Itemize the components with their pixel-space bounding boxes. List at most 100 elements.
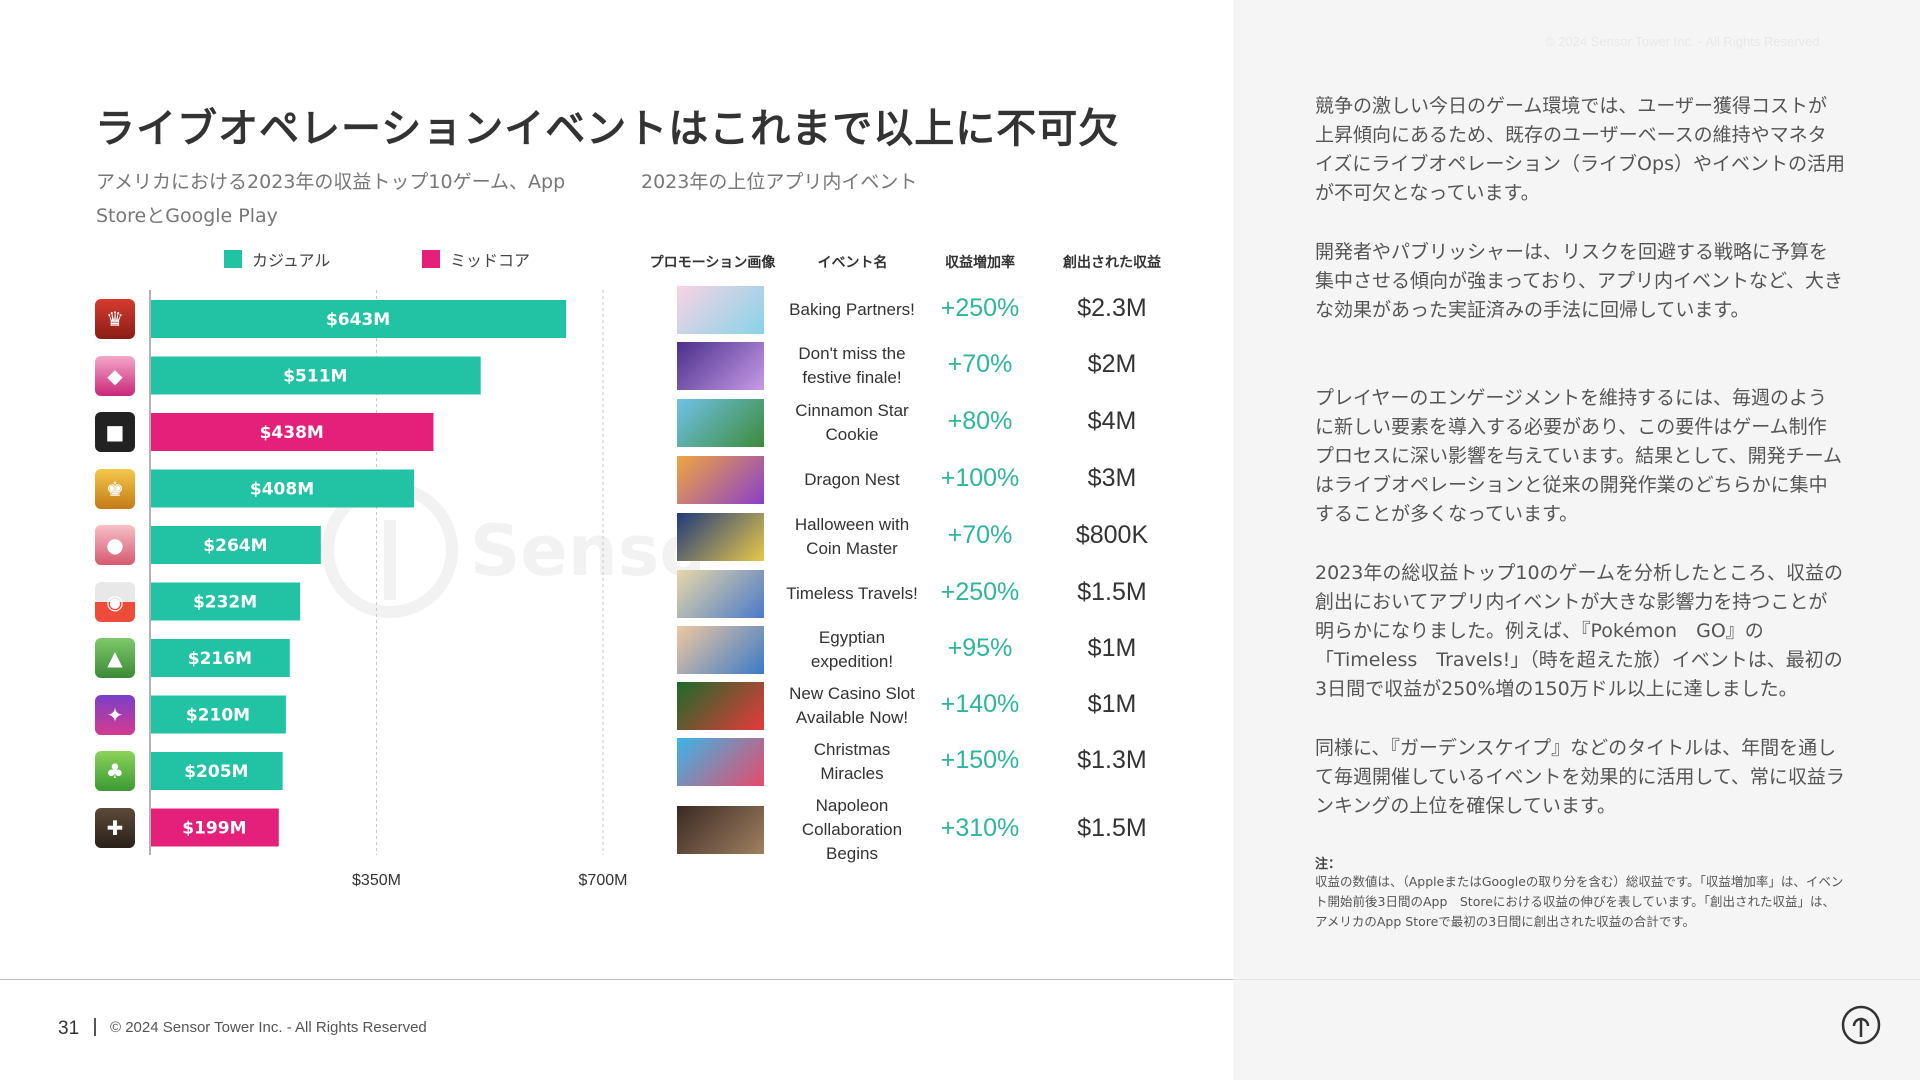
event-name: Don't miss the festive finale!	[798, 344, 906, 387]
bar-value-label: $210M	[186, 706, 250, 726]
bar-value-label: $438M	[260, 423, 324, 443]
event-revenue: $1.5M	[1077, 578, 1147, 606]
legend-casual: カジュアル	[224, 247, 330, 271]
gardenscapes-icon: ♣	[95, 751, 135, 791]
legend-midcore-label: ミッドコア	[450, 251, 531, 270]
event-name: Timeless Travels!	[786, 584, 918, 603]
monopoly-go-icon: ♛	[95, 299, 135, 339]
bar	[151, 808, 279, 847]
event-name: Napoleon Collaboration Begins	[801, 796, 903, 863]
bar-value-label: $199M	[182, 819, 246, 839]
svg-text:Sensor: Sensor	[470, 510, 700, 592]
bar-value-label: $643M	[326, 310, 390, 330]
event-revenue: $1.5M	[1077, 814, 1147, 842]
promo-thumbnail	[677, 286, 764, 334]
bar-value-label: $232M	[193, 593, 257, 613]
note-title: 注：	[1315, 857, 1342, 872]
event-name: Egyptian expedition!	[810, 628, 894, 671]
bar	[151, 413, 434, 451]
bar-value-label: $511M	[283, 367, 347, 387]
body-paragraph-3: プレイヤーのエンゲージメントを維持するには、毎週のように新しい要素を導入する必要…	[1315, 387, 1843, 525]
footer-copyright: © 2024 Sensor Tower Inc. - All Rights Re…	[110, 1019, 427, 1036]
event-name: Baking Partners!	[789, 300, 915, 319]
header-growth: 収益増加率	[945, 255, 1015, 271]
promo-thumbnail	[677, 513, 764, 561]
x-tick-label: $700M	[579, 872, 628, 889]
bar	[151, 639, 290, 677]
slot-game-icon: ✦	[95, 694, 135, 735]
event-growth: +70%	[947, 521, 1013, 549]
body-paragraph-5: 同様に、『ガーデンスケイプ』などのタイトルは、年間を通して毎週開催しているイベン…	[1315, 737, 1845, 817]
sensor-tower-watermark-icon: Sensor	[322, 482, 700, 618]
revenue-bar-chart: $643M $511M $438M $408M $264M $232M $216M $210M…	[149, 290, 628, 889]
page-title: ライブオペレーションイベントはこれまで以上に不可欠	[95, 106, 1120, 152]
x-tick-label: $350M	[352, 872, 401, 889]
promo-thumbnail	[677, 456, 764, 504]
bar-value-label: $408M	[250, 480, 314, 500]
legend-casual-label: カジュアル	[252, 251, 331, 270]
roblox-icon: ■	[95, 412, 135, 452]
bar-value-label: $264M	[203, 536, 267, 556]
promo-thumbnail	[677, 682, 764, 730]
event-name: Christmas Miracles	[813, 740, 891, 783]
event-revenue: $800K	[1075, 521, 1149, 549]
bar	[151, 695, 286, 734]
promo-thumbnail	[677, 399, 764, 447]
event-growth: +100%	[940, 464, 1020, 492]
top-copyright: © 2024 Sensor Tower Inc. - All Rights Re…	[1545, 34, 1820, 49]
royal-match-icon: ♚	[95, 468, 135, 509]
sensor-tower-logo-icon	[1841, 1005, 1881, 1045]
pokemon-go-icon: ◉	[95, 581, 135, 622]
events-subtitle: 2023年の上位アプリ内イベント	[641, 171, 918, 193]
event-growth: +250%	[940, 578, 1020, 606]
body-paragraph-1: 競争の激しい今日のゲーム環境では、ユーザー獲得コストが上昇傾向にあるため、既存の…	[1315, 95, 1845, 204]
event-growth: +150%	[940, 746, 1020, 774]
bar	[151, 582, 301, 621]
body-paragraph-4: 2023年の総収益トップ10のゲームを分析したところ、収益の創出においてアプリ内…	[1315, 562, 1843, 700]
bar	[151, 356, 481, 395]
event-revenue: $1.3M	[1077, 746, 1147, 774]
event-growth: +95%	[947, 634, 1013, 662]
event-name: Halloween with Coin Master	[794, 515, 910, 558]
event-revenue: $2M	[1087, 350, 1137, 378]
header-revenue: 創出された収益	[1063, 255, 1161, 271]
promo-thumbnail	[677, 570, 764, 618]
legend-casual-swatch	[224, 250, 242, 268]
evony-icon: ✚	[95, 807, 135, 848]
event-revenue: $1M	[1087, 690, 1137, 718]
event-revenue: $2.3M	[1077, 294, 1147, 322]
chart-subtitle: アメリカにおける2023年の収益トップ10ゲーム、App StoreとGoogl…	[96, 171, 566, 227]
event-name: Dragon Nest	[804, 470, 900, 489]
event-name: New Casino Slot Available Now!	[789, 684, 915, 727]
bar	[151, 526, 321, 564]
event-revenue: $3M	[1087, 464, 1137, 492]
event-growth: +310%	[940, 814, 1020, 842]
promo-thumbnail	[677, 806, 764, 854]
event-name: Cinnamon Star Cookie	[795, 401, 909, 444]
footer-divider-right	[1233, 979, 1920, 980]
footer-separator	[94, 1018, 96, 1036]
bar	[151, 300, 567, 338]
event-growth: +70%	[947, 350, 1013, 378]
event-revenue: $4M	[1087, 407, 1137, 435]
bar-value-label: $205M	[184, 762, 248, 782]
bar	[151, 469, 415, 508]
bar	[151, 752, 283, 790]
header-promo-image: プロモーション画像	[649, 255, 776, 271]
township-icon: ▲	[95, 638, 135, 678]
promo-thumbnail	[677, 342, 764, 390]
bar-value-label: $216M	[188, 649, 252, 669]
promo-thumbnail	[677, 738, 764, 786]
event-revenue: $1M	[1087, 634, 1137, 662]
body-paragraph-2: 開発者やパブリッシャーは、リスクを回避する戦略に予算を集中させる傾向が強まってお…	[1315, 241, 1844, 321]
event-growth: +140%	[940, 690, 1020, 718]
note-body: 収益の数値は、（AppleまたはGoogleの取り分を含む）総収益です。「収益増…	[1315, 874, 1844, 929]
candy-crush-icon: ◆	[95, 355, 135, 396]
page-number: 31	[58, 1018, 80, 1039]
event-growth: +80%	[947, 407, 1013, 435]
legend-midcore-swatch	[422, 250, 440, 268]
header-event-name: イベント名	[817, 255, 888, 271]
legend-midcore: ミッドコア	[422, 247, 530, 271]
coin-master-icon: ●	[95, 525, 135, 565]
right-panel	[1233, 0, 1920, 1080]
